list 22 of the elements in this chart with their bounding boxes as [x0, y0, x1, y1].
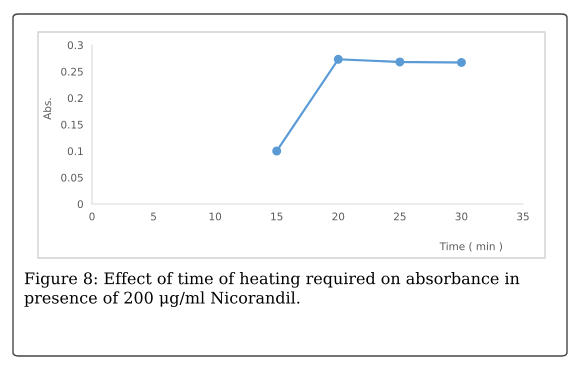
y-tick-label: 0.2 — [68, 94, 83, 102]
y-tick-label: 0.1 — [68, 147, 83, 156]
point — [334, 54, 343, 64]
y-axis-title: Abs. — [43, 98, 52, 120]
y-tick-label: 0.05 — [61, 174, 83, 182]
caption: Figure 8: Effect of time of heating required on absorbance in presence of 200 μg/ml Nicorandil. — [24, 272, 520, 308]
point — [272, 146, 282, 156]
x-axis-title: Time ( min ) — [440, 242, 502, 252]
x-tick-label: 15 — [271, 212, 282, 220]
y-tick-label: 0 — [78, 200, 83, 208]
x-tick-label: 10 — [210, 212, 222, 220]
x-tick-label: 25 — [394, 212, 406, 220]
x-tick-label: 35 — [517, 212, 529, 220]
point — [395, 57, 404, 66]
x-tick-label: 0 — [89, 212, 95, 220]
x-tick-label: 5 — [151, 212, 156, 220]
point — [456, 58, 466, 68]
x-tick-label: 30 — [456, 212, 468, 220]
x-tick-label: 20 — [332, 212, 344, 220]
y-tick-label: 0.15 — [61, 120, 83, 129]
y-tick-label: 0.3 — [68, 41, 83, 50]
y-tick-label: 0.25 — [61, 68, 83, 76]
